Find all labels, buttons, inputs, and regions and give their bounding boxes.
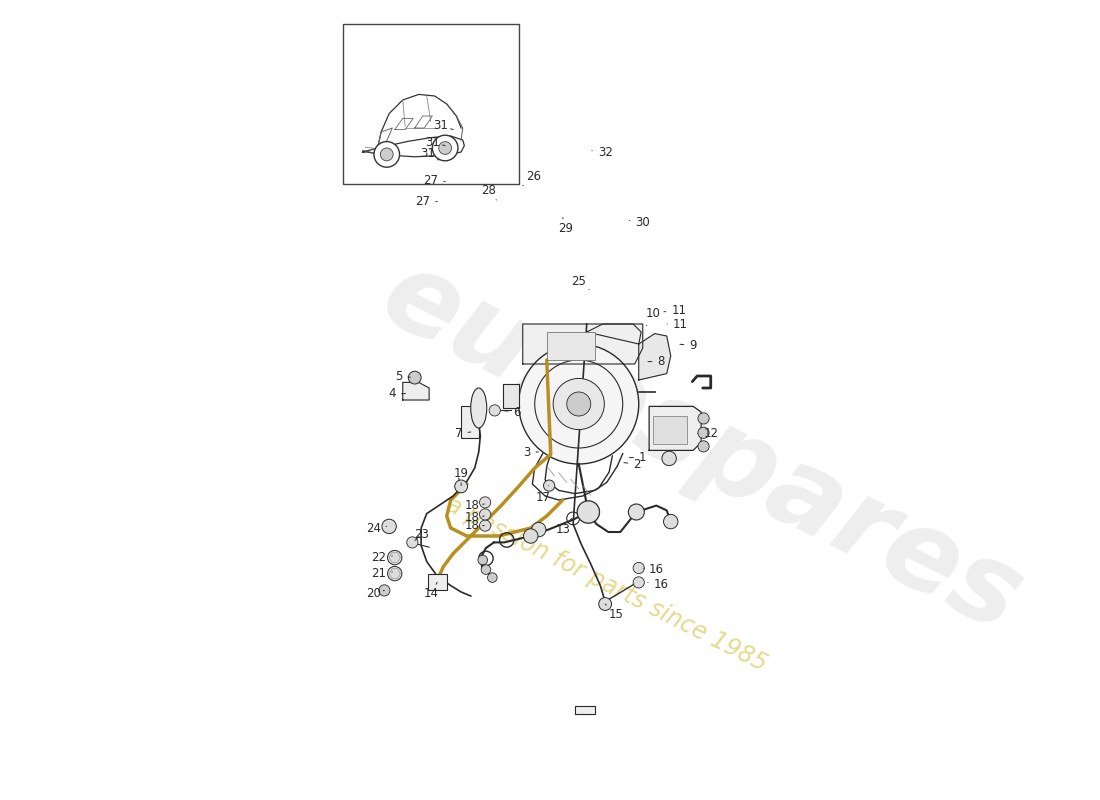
Circle shape	[566, 392, 591, 416]
Circle shape	[663, 514, 678, 529]
Text: eurospares: eurospares	[365, 241, 1040, 655]
Circle shape	[524, 529, 538, 543]
FancyBboxPatch shape	[343, 24, 519, 184]
Text: 6: 6	[504, 406, 521, 418]
Text: 20: 20	[365, 587, 384, 600]
Text: 17: 17	[536, 486, 550, 504]
Circle shape	[598, 598, 612, 610]
Text: a passion for parts since 1985: a passion for parts since 1985	[442, 492, 771, 676]
Text: 27: 27	[424, 174, 446, 186]
Polygon shape	[503, 384, 519, 408]
Circle shape	[481, 565, 491, 574]
Circle shape	[439, 142, 451, 154]
Text: 18: 18	[465, 511, 484, 524]
Text: 10: 10	[646, 307, 661, 326]
FancyBboxPatch shape	[653, 416, 686, 444]
FancyBboxPatch shape	[428, 574, 447, 590]
Polygon shape	[586, 324, 641, 344]
Text: 11: 11	[667, 318, 688, 330]
Text: 2: 2	[624, 458, 641, 470]
FancyBboxPatch shape	[461, 406, 478, 438]
Circle shape	[487, 573, 497, 582]
Text: 31: 31	[433, 119, 453, 132]
Text: 30: 30	[629, 216, 650, 229]
Circle shape	[480, 520, 491, 531]
Text: 13: 13	[556, 518, 572, 536]
Text: 28: 28	[481, 184, 496, 200]
Polygon shape	[649, 406, 701, 450]
Circle shape	[553, 378, 604, 430]
Circle shape	[480, 497, 491, 508]
Text: 9: 9	[680, 339, 697, 352]
Polygon shape	[574, 706, 595, 714]
Circle shape	[634, 562, 645, 574]
Text: 22: 22	[371, 551, 393, 564]
Text: 26: 26	[522, 170, 540, 186]
Ellipse shape	[471, 388, 486, 428]
Polygon shape	[639, 334, 671, 380]
Circle shape	[477, 555, 487, 565]
Text: 14: 14	[424, 582, 438, 600]
Circle shape	[578, 501, 600, 523]
Circle shape	[387, 566, 402, 581]
Text: 18: 18	[465, 519, 484, 532]
Text: 15: 15	[605, 604, 624, 621]
Circle shape	[378, 585, 389, 596]
Circle shape	[634, 577, 645, 588]
Text: 16: 16	[644, 563, 663, 576]
Text: 1: 1	[629, 451, 647, 464]
Circle shape	[407, 537, 418, 548]
Text: 18: 18	[465, 499, 484, 512]
Text: 3: 3	[524, 446, 538, 458]
Circle shape	[697, 427, 710, 438]
Circle shape	[697, 413, 710, 424]
Text: 25: 25	[571, 275, 590, 290]
Text: 32: 32	[592, 146, 613, 158]
Text: 21: 21	[371, 567, 393, 580]
Text: 23: 23	[414, 528, 429, 541]
Circle shape	[432, 135, 458, 161]
Circle shape	[387, 550, 402, 565]
Text: 24: 24	[365, 522, 387, 534]
Text: 11: 11	[664, 304, 686, 317]
Circle shape	[662, 451, 676, 466]
FancyBboxPatch shape	[547, 332, 595, 360]
Circle shape	[531, 522, 546, 537]
Text: 8: 8	[648, 355, 664, 368]
Text: 4: 4	[388, 387, 406, 400]
Text: 5: 5	[395, 370, 410, 382]
Text: 19: 19	[453, 467, 469, 486]
Circle shape	[454, 480, 467, 493]
Circle shape	[490, 405, 500, 416]
Polygon shape	[522, 324, 642, 364]
Text: 27: 27	[415, 195, 437, 208]
Circle shape	[519, 344, 639, 464]
Text: 12: 12	[697, 427, 718, 440]
Text: 7: 7	[455, 427, 471, 440]
Text: 29: 29	[558, 218, 573, 234]
Circle shape	[381, 148, 393, 161]
Circle shape	[408, 371, 421, 384]
Circle shape	[543, 480, 554, 491]
Text: 16: 16	[648, 578, 669, 590]
Text: 31: 31	[425, 136, 446, 149]
Circle shape	[697, 441, 710, 452]
Circle shape	[382, 519, 396, 534]
Polygon shape	[403, 382, 429, 400]
Text: 31: 31	[420, 147, 439, 160]
Circle shape	[628, 504, 645, 520]
Circle shape	[480, 509, 491, 520]
Circle shape	[374, 142, 399, 167]
